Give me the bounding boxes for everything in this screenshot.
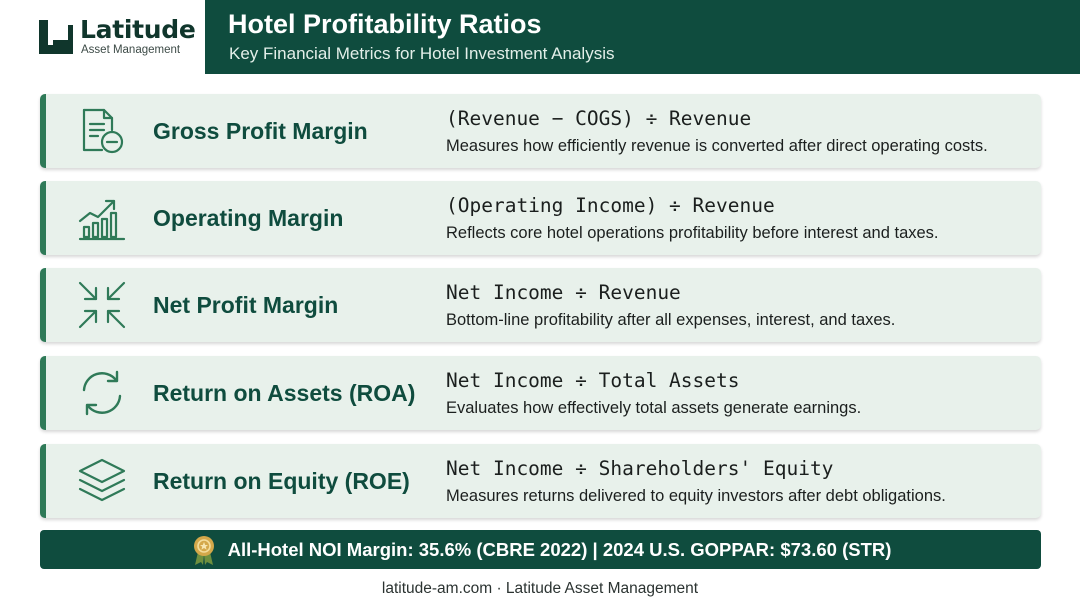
ratio-description: Evaluates how effectively total assets g… [446,399,862,417]
ratio-description: Bottom-line profitability after all expe… [446,311,896,329]
ratio-description: Measures how efficiently revenue is conv… [446,137,988,155]
ratio-card-return-on-assets: Return on Assets (ROA) Net Income ÷ Tota… [40,356,1041,430]
title-band: Hotel Profitability Ratios Key Financial… [205,0,1080,74]
latitude-logo-icon [39,20,73,54]
award-medal-icon [193,535,214,565]
ratio-card-net-profit-margin: Net Profit Margin Net Income ÷ Revenue B… [40,268,1041,342]
ratio-formula: Net Income ÷ Shareholders' Equity [446,457,834,480]
page-subtitle: Key Financial Metrics for Hotel Investme… [229,44,615,63]
ratio-formula: (Operating Income) ÷ Revenue [446,194,775,217]
ratio-formula: Net Income ÷ Total Assets [446,369,740,392]
stats-banner: All-Hotel NOI Margin: 35.6% (CBRE 2022) … [40,530,1041,569]
ratio-formula: (Revenue − COGS) ÷ Revenue [446,107,752,130]
growth-chart-icon [76,193,128,243]
ratio-card-gross-profit-margin: Gross Profit Margin (Revenue − COGS) ÷ R… [40,94,1041,168]
ratio-description: Reflects core hotel operations profitabi… [446,224,939,242]
document-minus-icon [76,106,128,156]
ratio-name: Return on Assets (ROA) [153,379,416,406]
brand-tagline: Asset Management [81,44,181,56]
layers-icon [76,456,128,506]
logo[interactable]: Latitude Asset Management [0,0,205,74]
compress-arrows-icon [76,280,128,330]
refresh-cycle-icon [76,368,128,418]
ratio-formula: Net Income ÷ Revenue [446,281,681,304]
ratio-name: Gross Profit Margin [153,117,368,144]
footer[interactable]: latitude-am.com · Latitude Asset Managem… [381,580,699,597]
ratio-name: Net Profit Margin [153,291,339,318]
banner-text: All-Hotel NOI Margin: 35.6% (CBRE 2022) … [227,538,892,560]
page-title: Hotel Profitability Ratios [228,9,542,39]
ratio-card-return-on-equity: Return on Equity (ROE) Net Income ÷ Shar… [40,444,1041,518]
ratio-card-operating-margin: Operating Margin (Operating Income) ÷ Re… [40,181,1041,255]
ratio-description: Measures returns delivered to equity inv… [446,487,946,505]
ratio-name: Return on Equity (ROE) [153,467,410,494]
brand-name: Latitude [80,15,196,44]
ratio-name: Operating Margin [153,204,344,231]
header: Latitude Asset Management Hotel Profitab… [0,0,1080,74]
